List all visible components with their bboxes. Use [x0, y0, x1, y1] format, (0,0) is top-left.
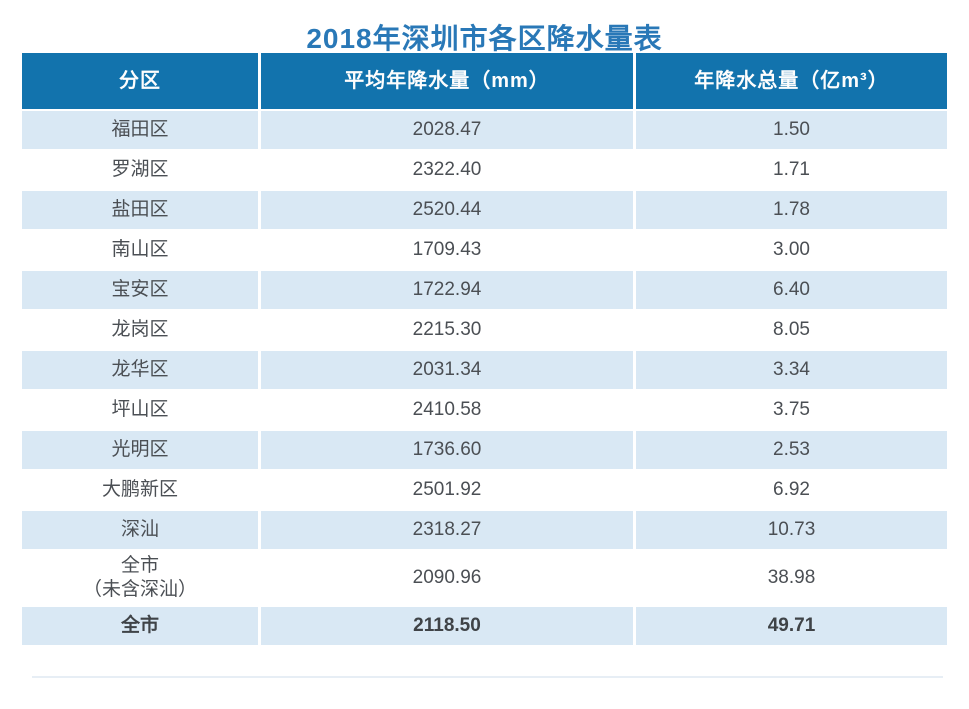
table-row: 福田区 2028.47 1.50 — [22, 111, 947, 149]
district-cell: 深汕 — [22, 511, 258, 549]
total-rainfall-cell: 10.73 — [636, 511, 947, 549]
total-rainfall-cell: 1.71 — [636, 151, 947, 189]
avg-rainfall-cell: 1736.60 — [261, 431, 633, 469]
district-cell: 南山区 — [22, 231, 258, 269]
district-cell: 光明区 — [22, 431, 258, 469]
table-row: 坪山区 2410.58 3.75 — [22, 391, 947, 429]
district-cell: 龙华区 — [22, 351, 258, 389]
avg-rainfall-cell: 2520.44 — [261, 191, 633, 229]
district-cell: 罗湖区 — [22, 151, 258, 189]
page-title: 2018年深圳市各区降水量表 — [306, 23, 663, 54]
table-header-row: 分区 平均年降水量（mm） 年降水总量（亿m³） — [22, 53, 947, 109]
column-header-district: 分区 — [22, 53, 258, 109]
bottom-divider — [32, 676, 943, 678]
total-rainfall-cell: 1.78 — [636, 191, 947, 229]
total-rainfall-cell: 3.75 — [636, 391, 947, 429]
table-row: 光明区 1736.60 2.53 — [22, 431, 947, 469]
total-rainfall-cell: 8.05 — [636, 311, 947, 349]
district-cell: 宝安区 — [22, 271, 258, 309]
avg-rainfall-cell: 2118.50 — [261, 607, 633, 645]
table-row: 盐田区 2520.44 1.78 — [22, 191, 947, 229]
column-header-total-rainfall: 年降水总量（亿m³） — [636, 53, 947, 109]
table-row: 全市 （未含深汕） 2090.96 38.98 — [22, 551, 947, 605]
total-rainfall-cell: 49.71 — [636, 607, 947, 645]
avg-rainfall-cell: 2028.47 — [261, 111, 633, 149]
table-row: 大鹏新区 2501.92 6.92 — [22, 471, 947, 509]
table-row: 全市 2118.50 49.71 — [22, 607, 947, 645]
column-header-avg-rainfall: 平均年降水量（mm） — [261, 53, 633, 109]
total-rainfall-cell: 2.53 — [636, 431, 947, 469]
avg-rainfall-cell: 2410.58 — [261, 391, 633, 429]
total-rainfall-cell: 3.34 — [636, 351, 947, 389]
table-row: 龙华区 2031.34 3.34 — [22, 351, 947, 389]
district-cell: 大鹏新区 — [22, 471, 258, 509]
avg-rainfall-cell: 2501.92 — [261, 471, 633, 509]
avg-rainfall-cell: 2090.96 — [261, 551, 633, 605]
table-row: 深汕 2318.27 10.73 — [22, 511, 947, 549]
total-rainfall-cell: 6.40 — [636, 271, 947, 309]
total-rainfall-cell: 6.92 — [636, 471, 947, 509]
district-cell: 福田区 — [22, 111, 258, 149]
district-cell: 龙岗区 — [22, 311, 258, 349]
table-row: 罗湖区 2322.40 1.71 — [22, 151, 947, 189]
avg-rainfall-cell: 1722.94 — [261, 271, 633, 309]
district-cell: 坪山区 — [22, 391, 258, 429]
rainfall-table: 分区 平均年降水量（mm） 年降水总量（亿m³） 福田区 2028.47 1.50 罗… — [22, 53, 947, 645]
district-cell: 盐田区 — [22, 191, 258, 229]
district-cell: 全市 （未含深汕） — [22, 551, 258, 605]
avg-rainfall-cell: 2322.40 — [261, 151, 633, 189]
table-row: 龙岗区 2215.30 8.05 — [22, 311, 947, 349]
avg-rainfall-cell: 2031.34 — [261, 351, 633, 389]
total-rainfall-cell: 38.98 — [636, 551, 947, 605]
avg-rainfall-cell: 2318.27 — [261, 511, 633, 549]
total-rainfall-cell: 1.50 — [636, 111, 947, 149]
avg-rainfall-cell: 1709.43 — [261, 231, 633, 269]
district-cell: 全市 — [22, 607, 258, 645]
table-row: 宝安区 1722.94 6.40 — [22, 271, 947, 309]
table-row: 南山区 1709.43 3.00 — [22, 231, 947, 269]
avg-rainfall-cell: 2215.30 — [261, 311, 633, 349]
table-body: 福田区 2028.47 1.50 罗湖区 2322.40 1.71 盐田区 2520.44 1.… — [22, 111, 947, 645]
total-rainfall-cell: 3.00 — [636, 231, 947, 269]
